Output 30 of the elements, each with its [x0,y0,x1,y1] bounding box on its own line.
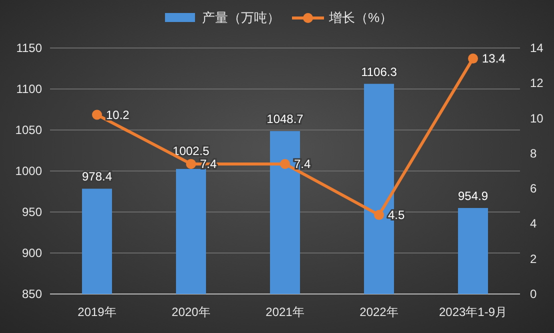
x-tick-label: 2019年 [78,305,116,319]
x-tick-label: 2020年 [172,305,210,319]
x-tick-label: 2022年 [360,305,398,319]
data-label: 954.9 [458,188,488,203]
y2-tick-label: 6 [530,182,537,196]
legend-label: 增长（%） [328,10,393,25]
data-label: 1002.5 [172,144,210,158]
y-tick-label: 1000 [15,164,42,178]
y2-tick-label: 8 [530,146,537,160]
y-tick-label: 950 [22,205,42,219]
data-label: 7.4 [200,156,218,171]
y2-tick-label: 14 [530,41,544,55]
y2-tick-label: 12 [530,76,544,90]
y-tick-label: 1050 [15,123,42,137]
y2-tick-label: 10 [530,111,544,126]
x-tick-label: 2023年1-9月 [438,305,508,319]
y-tick-label: 850 [22,287,42,301]
y2-tick-label: 4 [530,216,537,231]
data-label: 10.2 [106,108,130,122]
data-label: 978.4 [82,170,112,184]
data-label: 1106.3 [361,64,398,79]
y2-tick-label: 2 [530,252,537,266]
y2-tick-label: 0 [530,287,537,301]
legend-label: 产量（万吨） [202,10,280,25]
x-tick-label: 2021年 [266,305,304,319]
data-label: 13.4 [482,52,506,66]
y-tick-label: 1150 [16,41,42,55]
y-tick-label: 1100 [16,82,42,96]
data-label: 1048.7 [266,112,304,126]
y-tick-label: 900 [22,246,42,260]
